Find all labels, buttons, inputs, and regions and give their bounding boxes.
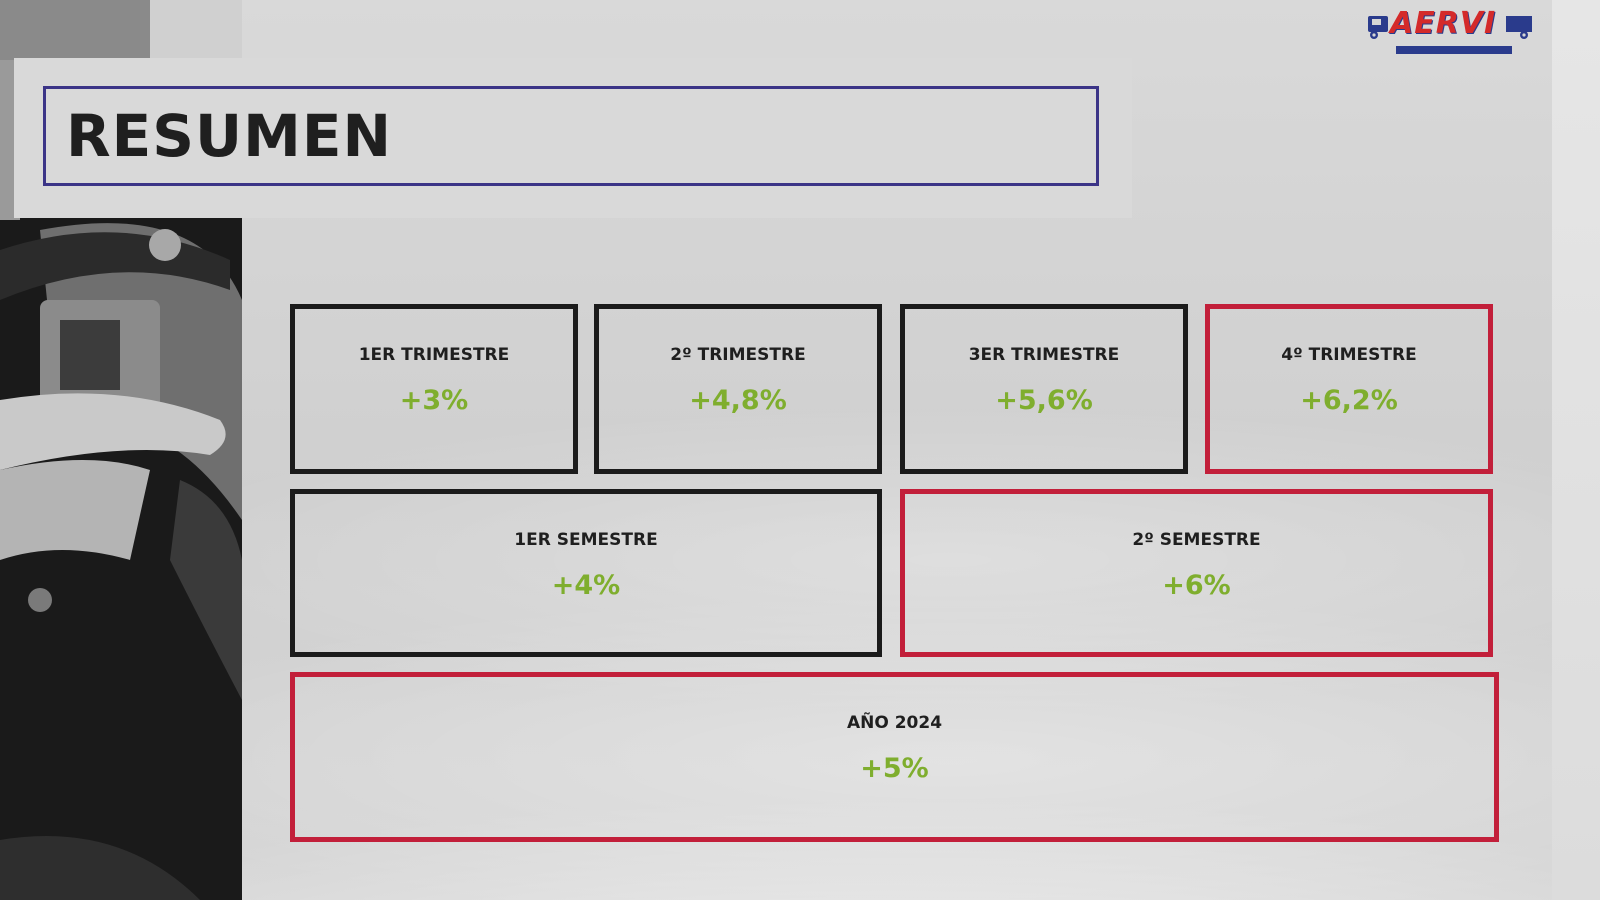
logo-underline <box>1396 46 1512 54</box>
quarter-4-label: 4º TRIMESTRE <box>1281 345 1417 365</box>
quarter-3-box: 3ER TRIMESTRE +5,6% <box>900 304 1188 474</box>
title-box: RESUMEN <box>43 86 1099 186</box>
aervi-logo: AERVI <box>1366 6 1536 58</box>
quarter-1-box: 1ER TRIMESTRE +3% <box>290 304 578 474</box>
semester-2-box: 2º SEMESTRE +6% <box>900 489 1493 657</box>
truck-icon <box>1368 16 1388 39</box>
logo-text: AERVI <box>1390 6 1497 41</box>
right-edge-strip <box>1552 0 1600 900</box>
trailer-icon <box>1506 16 1532 39</box>
title-band <box>14 58 1132 218</box>
quarter-4-box: 4º TRIMESTRE +6,2% <box>1205 304 1493 474</box>
page-title: RESUMEN <box>66 102 393 170</box>
year-value: +5% <box>860 753 929 784</box>
semester-1-label: 1ER SEMESTRE <box>514 530 658 550</box>
quarter-3-label: 3ER TRIMESTRE <box>968 345 1120 365</box>
quarter-3-value: +5,6% <box>995 385 1093 416</box>
year-box: AÑO 2024 +5% <box>290 672 1499 842</box>
year-label: AÑO 2024 <box>846 713 943 733</box>
semester-2-value: +6% <box>1162 570 1231 601</box>
semester-2-label: 2º SEMESTRE <box>1132 530 1261 550</box>
semester-1-box: 1ER SEMESTRE +4% <box>290 489 882 657</box>
quarter-4-value: +6,2% <box>1300 385 1398 416</box>
quarter-2-label: 2º TRIMESTRE <box>670 345 806 365</box>
semester-1-value: +4% <box>551 570 621 601</box>
quarter-2-value: +4,8% <box>689 385 787 416</box>
quarter-1-value: +3% <box>399 385 469 416</box>
quarter-1-label: 1ER TRIMESTRE <box>358 345 510 365</box>
quarter-2-box: 2º TRIMESTRE +4,8% <box>594 304 882 474</box>
